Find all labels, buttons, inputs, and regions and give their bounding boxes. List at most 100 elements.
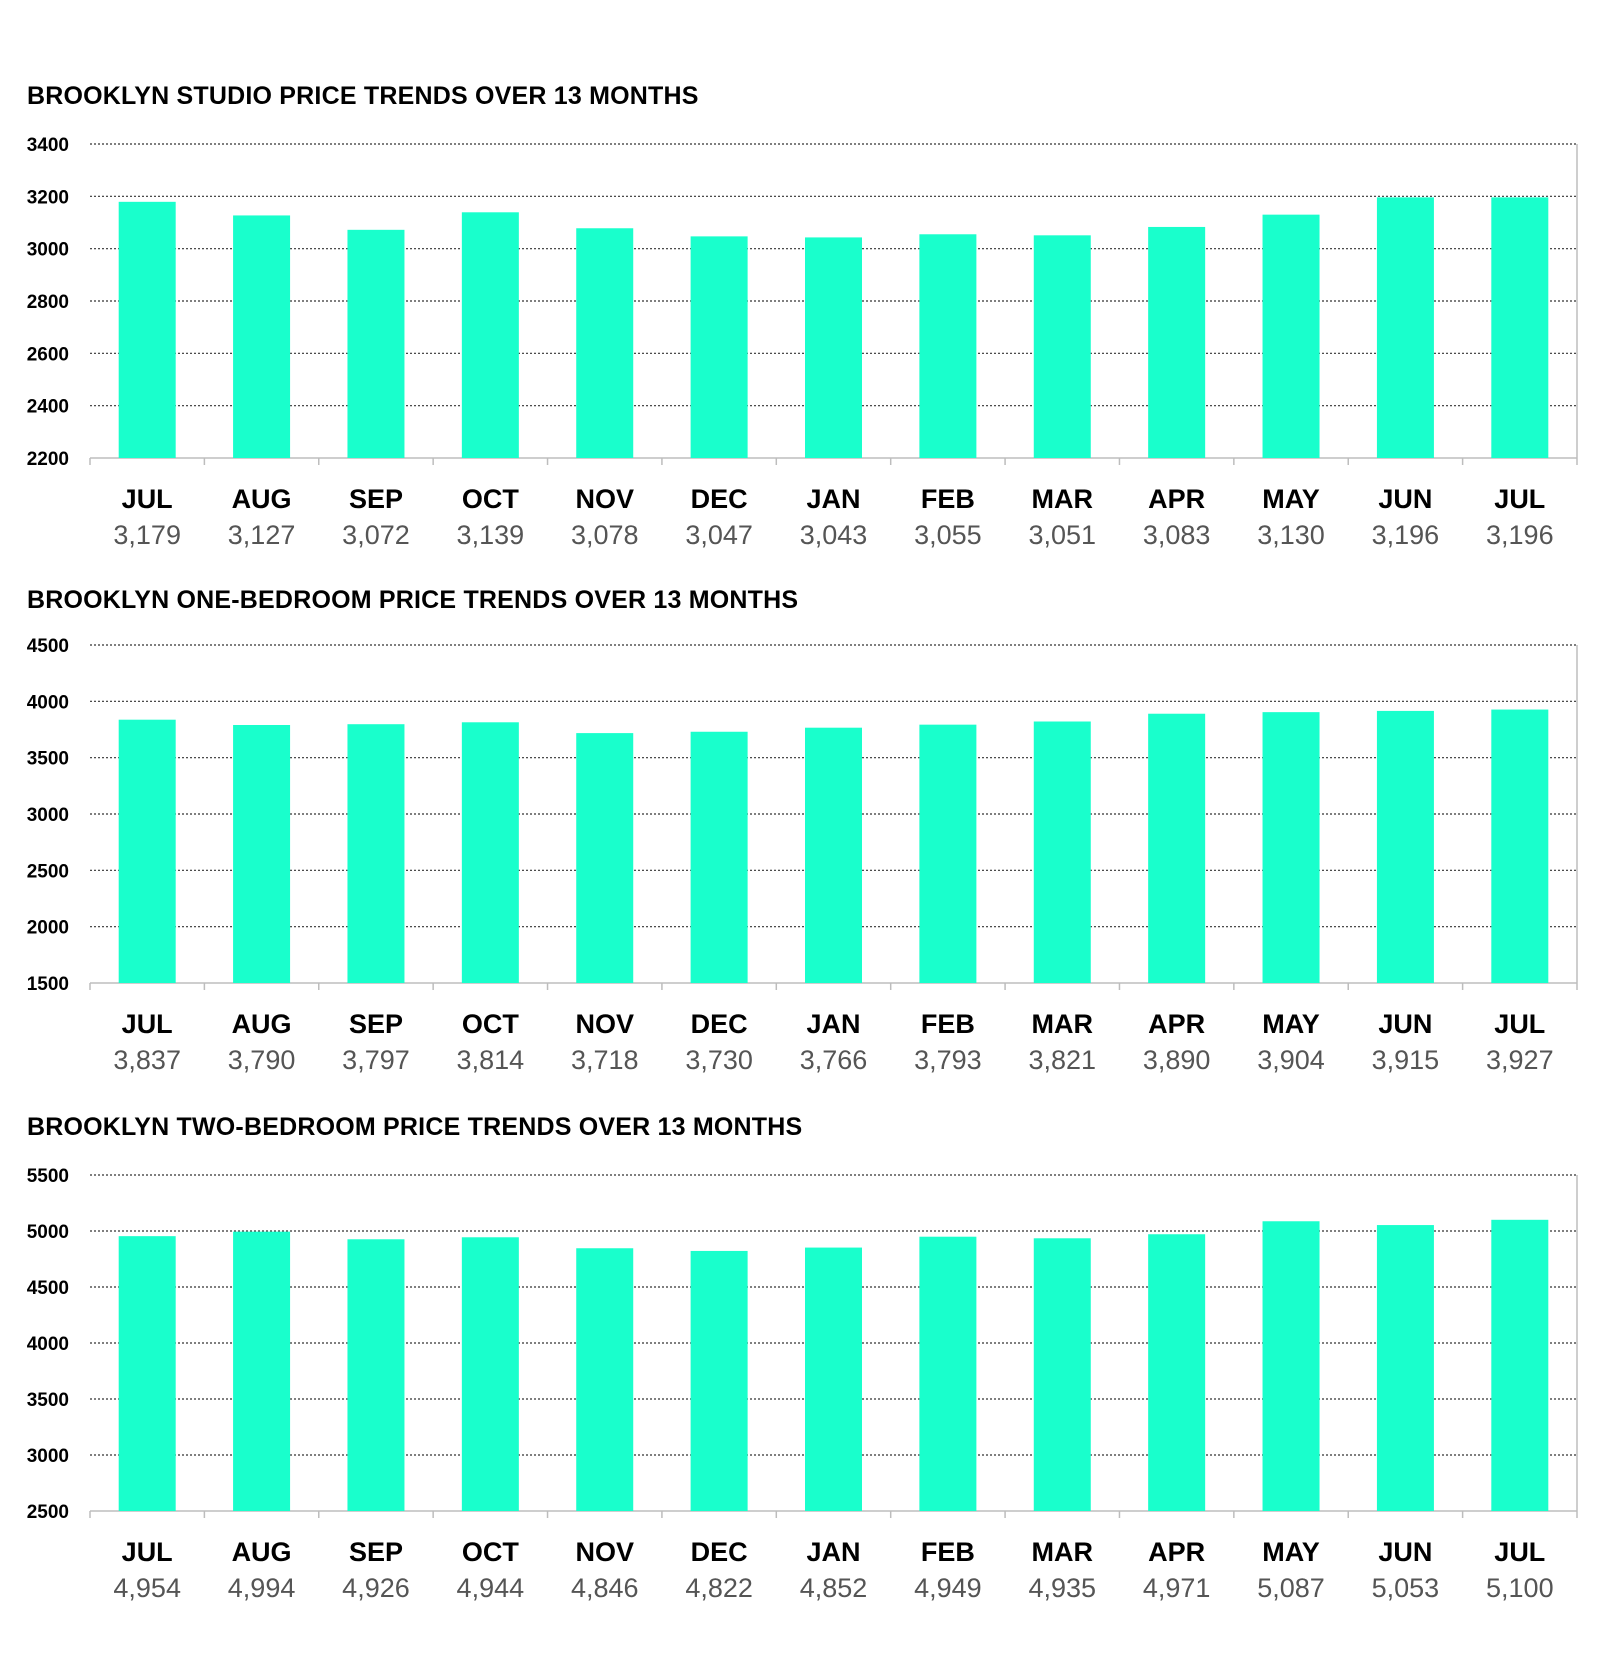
bar [1262, 1221, 1320, 1511]
bar [1262, 214, 1320, 458]
bar [118, 719, 176, 983]
y-tick-label: 3400 [27, 135, 69, 156]
bar [347, 229, 405, 458]
value-label: 3,130 [1257, 520, 1325, 550]
y-tick-label: 2200 [27, 449, 69, 470]
x-category-label: JAN [806, 484, 860, 514]
x-category-label: DEC [691, 1537, 748, 1567]
bar [1033, 235, 1091, 458]
value-label: 3,790 [228, 1045, 296, 1075]
y-tick-label: 3000 [27, 805, 69, 826]
value-label: 4,926 [342, 1573, 410, 1603]
bar [347, 724, 405, 983]
bar [1491, 1219, 1549, 1511]
value-label: 3,718 [571, 1045, 639, 1075]
value-label: 3,904 [1257, 1045, 1325, 1075]
bar [805, 237, 862, 458]
x-category-label: FEB [921, 1009, 975, 1039]
x-category-label: JUL [122, 484, 173, 514]
bar [1491, 197, 1549, 458]
bar [919, 724, 977, 983]
x-category-label: OCT [462, 1009, 520, 1039]
y-tick-label: 3500 [27, 749, 69, 770]
y-tick-label: 4500 [27, 1278, 69, 1299]
bar [1262, 712, 1320, 983]
x-category-label: SEP [349, 1537, 403, 1567]
value-label: 3,793 [914, 1045, 982, 1075]
y-tick-label: 3000 [27, 1446, 69, 1467]
bar [1148, 713, 1206, 983]
y-tick-label: 1500 [27, 974, 69, 995]
chart-title: BROOKLYN TWO-BEDROOM PRICE TRENDS OVER 1… [27, 1113, 803, 1141]
bar [1491, 709, 1549, 983]
x-category-label: JUL [1494, 1009, 1545, 1039]
value-label: 3,766 [800, 1045, 868, 1075]
value-label: 5,087 [1257, 1573, 1325, 1603]
x-category-label: JUN [1378, 484, 1432, 514]
bar [1033, 1238, 1091, 1511]
bar [233, 1231, 291, 1511]
value-label: 3,730 [685, 1045, 753, 1075]
x-category-label: MAY [1262, 1009, 1320, 1039]
y-tick-label: 3000 [27, 240, 69, 261]
value-label: 4,846 [571, 1573, 639, 1603]
y-tick-label: 4000 [27, 692, 69, 713]
bar [805, 1247, 862, 1511]
plot-area: 1500 2000 2500 3000 3500 4000 4500 JUL 3,837 AUG 3… [27, 636, 1578, 1075]
value-label: 3,043 [800, 520, 868, 550]
x-category-label: DEC [691, 1009, 748, 1039]
x-category-label: MAR [1032, 484, 1094, 514]
y-tick-label: 3500 [27, 1390, 69, 1411]
y-tick-label: 5000 [27, 1222, 69, 1243]
bar [690, 731, 748, 983]
value-label: 4,852 [800, 1573, 868, 1603]
value-label: 4,935 [1028, 1573, 1096, 1603]
y-tick-label: 4500 [27, 636, 69, 657]
value-label: 4,822 [685, 1573, 753, 1603]
x-category-label: NOV [575, 1537, 634, 1567]
value-label: 3,821 [1028, 1045, 1096, 1075]
bar [1376, 710, 1434, 983]
value-label: 5,100 [1486, 1573, 1554, 1603]
y-tick-label: 2600 [27, 344, 69, 365]
value-label: 3,083 [1143, 520, 1211, 550]
value-label: 3,078 [571, 520, 639, 550]
bar [1376, 197, 1434, 458]
y-tick-label: 4000 [27, 1334, 69, 1355]
bar [118, 1236, 176, 1511]
bar [461, 1237, 519, 1511]
y-tick-label: 2400 [27, 397, 69, 418]
chart-title: BROOKLYN STUDIO PRICE TRENDS OVER 13 MON… [27, 82, 699, 110]
x-category-label: NOV [575, 484, 634, 514]
value-label: 3,051 [1028, 520, 1096, 550]
value-label: 3,072 [342, 520, 410, 550]
x-category-label: APR [1148, 484, 1205, 514]
bar [919, 234, 977, 458]
x-category-label: SEP [349, 1009, 403, 1039]
x-category-label: APR [1148, 1537, 1205, 1567]
x-category-label: AUG [232, 1537, 292, 1567]
x-category-label: OCT [462, 1537, 520, 1567]
bar [1148, 226, 1206, 458]
bar [576, 733, 634, 983]
bar [233, 215, 291, 458]
chart-title: BROOKLYN ONE-BEDROOM PRICE TRENDS OVER 1… [27, 586, 799, 614]
value-label: 3,179 [113, 520, 181, 550]
value-label: 3,927 [1486, 1045, 1554, 1075]
bar [461, 212, 519, 458]
x-category-label: JUN [1378, 1009, 1432, 1039]
x-category-label: JUL [122, 1537, 173, 1567]
value-label: 4,971 [1143, 1573, 1211, 1603]
x-category-label: JAN [806, 1537, 860, 1567]
bar [461, 722, 519, 983]
bar [805, 727, 862, 983]
x-category-label: AUG [232, 484, 292, 514]
x-category-label: JUL [1494, 1537, 1545, 1567]
plot-area: 2500 3000 3500 4000 4500 5000 5500 JUL 4,954 AUG 4… [27, 1166, 1578, 1603]
value-label: 4,944 [457, 1573, 525, 1603]
x-category-label: NOV [575, 1009, 634, 1039]
bar [1148, 1234, 1206, 1511]
bar [576, 1248, 634, 1511]
x-category-label: MAY [1262, 484, 1320, 514]
value-label: 3,047 [685, 520, 753, 550]
